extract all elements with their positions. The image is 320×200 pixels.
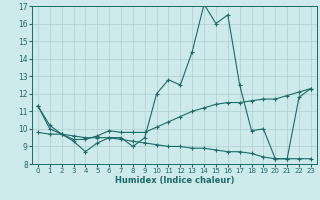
X-axis label: Humidex (Indice chaleur): Humidex (Indice chaleur) [115, 176, 234, 185]
